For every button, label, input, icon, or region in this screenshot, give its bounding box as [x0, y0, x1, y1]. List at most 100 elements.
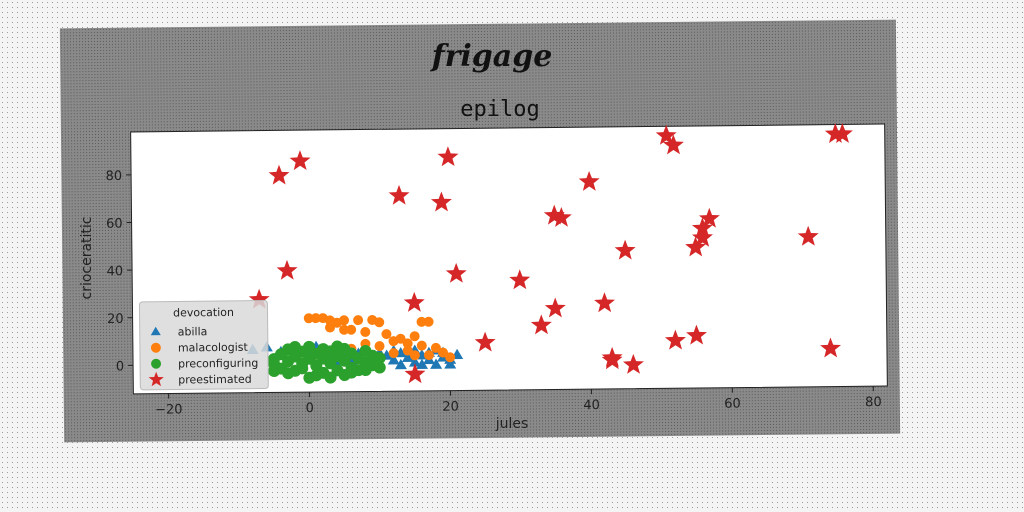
x-tick-label: 80 — [865, 395, 882, 410]
malacologist-point — [360, 326, 371, 337]
malacologist-point — [353, 315, 364, 326]
chart-title: epilog — [460, 97, 539, 122]
series-preconfiguring — [267, 340, 386, 384]
plot-group: −20 0 20 40 60 80 0 20 40 60 80 devocation abilla ma… — [105, 122, 888, 418]
malacologist-point — [381, 329, 392, 340]
y-axis-label: crioceratitic — [79, 216, 95, 299]
abilla-point — [401, 351, 414, 362]
plot-frame — [130, 123, 888, 395]
abilla-point — [416, 358, 429, 369]
x-tick-label: −20 — [155, 402, 183, 417]
preestimated-point — [685, 236, 707, 257]
y-tick-label: 20 — [107, 312, 124, 327]
preestimated-point — [276, 259, 298, 280]
preestimated-point — [594, 292, 616, 313]
malacologist-point — [339, 315, 350, 326]
plot-area — [130, 124, 888, 394]
malacologist-point — [423, 350, 434, 361]
preestimated-point — [404, 363, 426, 384]
legend-marker — [151, 358, 162, 369]
malacologist-point — [416, 316, 427, 327]
malacologist-point — [346, 324, 357, 335]
preconfiguring-point — [288, 340, 301, 353]
preestimated-point — [474, 331, 496, 352]
malacologist-point — [395, 333, 406, 344]
legend-label: preestimated — [178, 373, 252, 387]
malacologist-point — [423, 316, 434, 327]
legend-label: abilla — [178, 325, 208, 338]
preestimated-point — [797, 225, 819, 246]
preestimated-point — [691, 217, 713, 238]
preestimated-point — [578, 170, 600, 191]
preestimated-point — [403, 291, 425, 312]
malacologist-point — [388, 348, 399, 359]
legend-title: devocation — [173, 306, 234, 320]
malacologist-point — [409, 350, 420, 361]
x-tick-label: 60 — [724, 397, 741, 412]
preestimated-point — [530, 314, 552, 335]
preestimated-point — [248, 288, 270, 309]
malacologist-point — [303, 313, 314, 324]
data-marks — [246, 122, 853, 384]
legend-label: malacologist — [178, 341, 249, 355]
abilla-point — [430, 358, 443, 369]
preestimated-point — [664, 329, 686, 350]
y-tick-label: 80 — [105, 169, 122, 184]
preestimated-point — [550, 206, 572, 227]
legend-box — [138, 300, 269, 391]
malacologist-point — [416, 340, 427, 351]
x-tick-label: 20 — [442, 400, 459, 415]
x-tick-label: 40 — [583, 398, 600, 413]
preestimated-point — [430, 191, 452, 212]
preestimated-point — [437, 146, 459, 167]
preestimated-point — [388, 184, 410, 205]
preestimated-point — [692, 226, 713, 247]
y-tick-label: 60 — [106, 217, 123, 232]
malacologist-point — [445, 352, 456, 363]
abilla-point — [387, 354, 400, 365]
legend-marker — [148, 371, 164, 387]
preestimated-point — [820, 337, 842, 358]
abilla-point — [408, 356, 421, 367]
malacologist-point — [438, 347, 449, 358]
legend: devocation abilla malacologist preconfiguri… — [138, 300, 269, 391]
preconfiguring-point — [373, 352, 386, 365]
preestimated-point — [655, 124, 677, 145]
malacologist-point — [402, 345, 413, 356]
preestimated-point — [544, 297, 566, 318]
preestimated-point — [662, 134, 684, 155]
preestimated-point — [614, 239, 636, 260]
preestimated-point — [831, 122, 853, 143]
preestimated-point — [622, 353, 644, 374]
malacologist-point — [402, 338, 413, 349]
series-preestimated — [248, 122, 853, 384]
y-tick-label: 0 — [116, 359, 124, 374]
preconfiguring-point — [373, 361, 386, 374]
axes: −20 0 20 40 60 80 0 20 40 60 80 — [105, 123, 888, 418]
legend-marker — [150, 326, 161, 336]
chart-suptitle: frigage — [430, 39, 553, 74]
preestimated-point — [698, 207, 720, 228]
legend-label: preconfiguring — [178, 357, 258, 371]
preestimated-point — [509, 269, 531, 290]
x-tick-label: 0 — [305, 401, 313, 416]
malacologist-point — [325, 322, 336, 333]
preconfiguring-point — [296, 362, 309, 375]
malacologist-point — [339, 324, 350, 335]
preestimated-point — [268, 164, 290, 185]
malacologist-point — [374, 317, 385, 328]
abilla-point — [444, 358, 457, 369]
y-tick-label: 40 — [106, 264, 123, 279]
legend-marker — [150, 342, 161, 353]
malacologist-point — [409, 331, 420, 342]
preestimated-point — [686, 324, 707, 345]
preestimated-point — [445, 262, 467, 283]
malacologist-point — [374, 341, 385, 352]
preestimated-point — [289, 150, 311, 171]
malacologist-point — [310, 313, 321, 324]
malacologist-point — [430, 342, 441, 353]
x-axis-label: jules — [495, 416, 529, 432]
preestimated-point — [601, 346, 623, 367]
